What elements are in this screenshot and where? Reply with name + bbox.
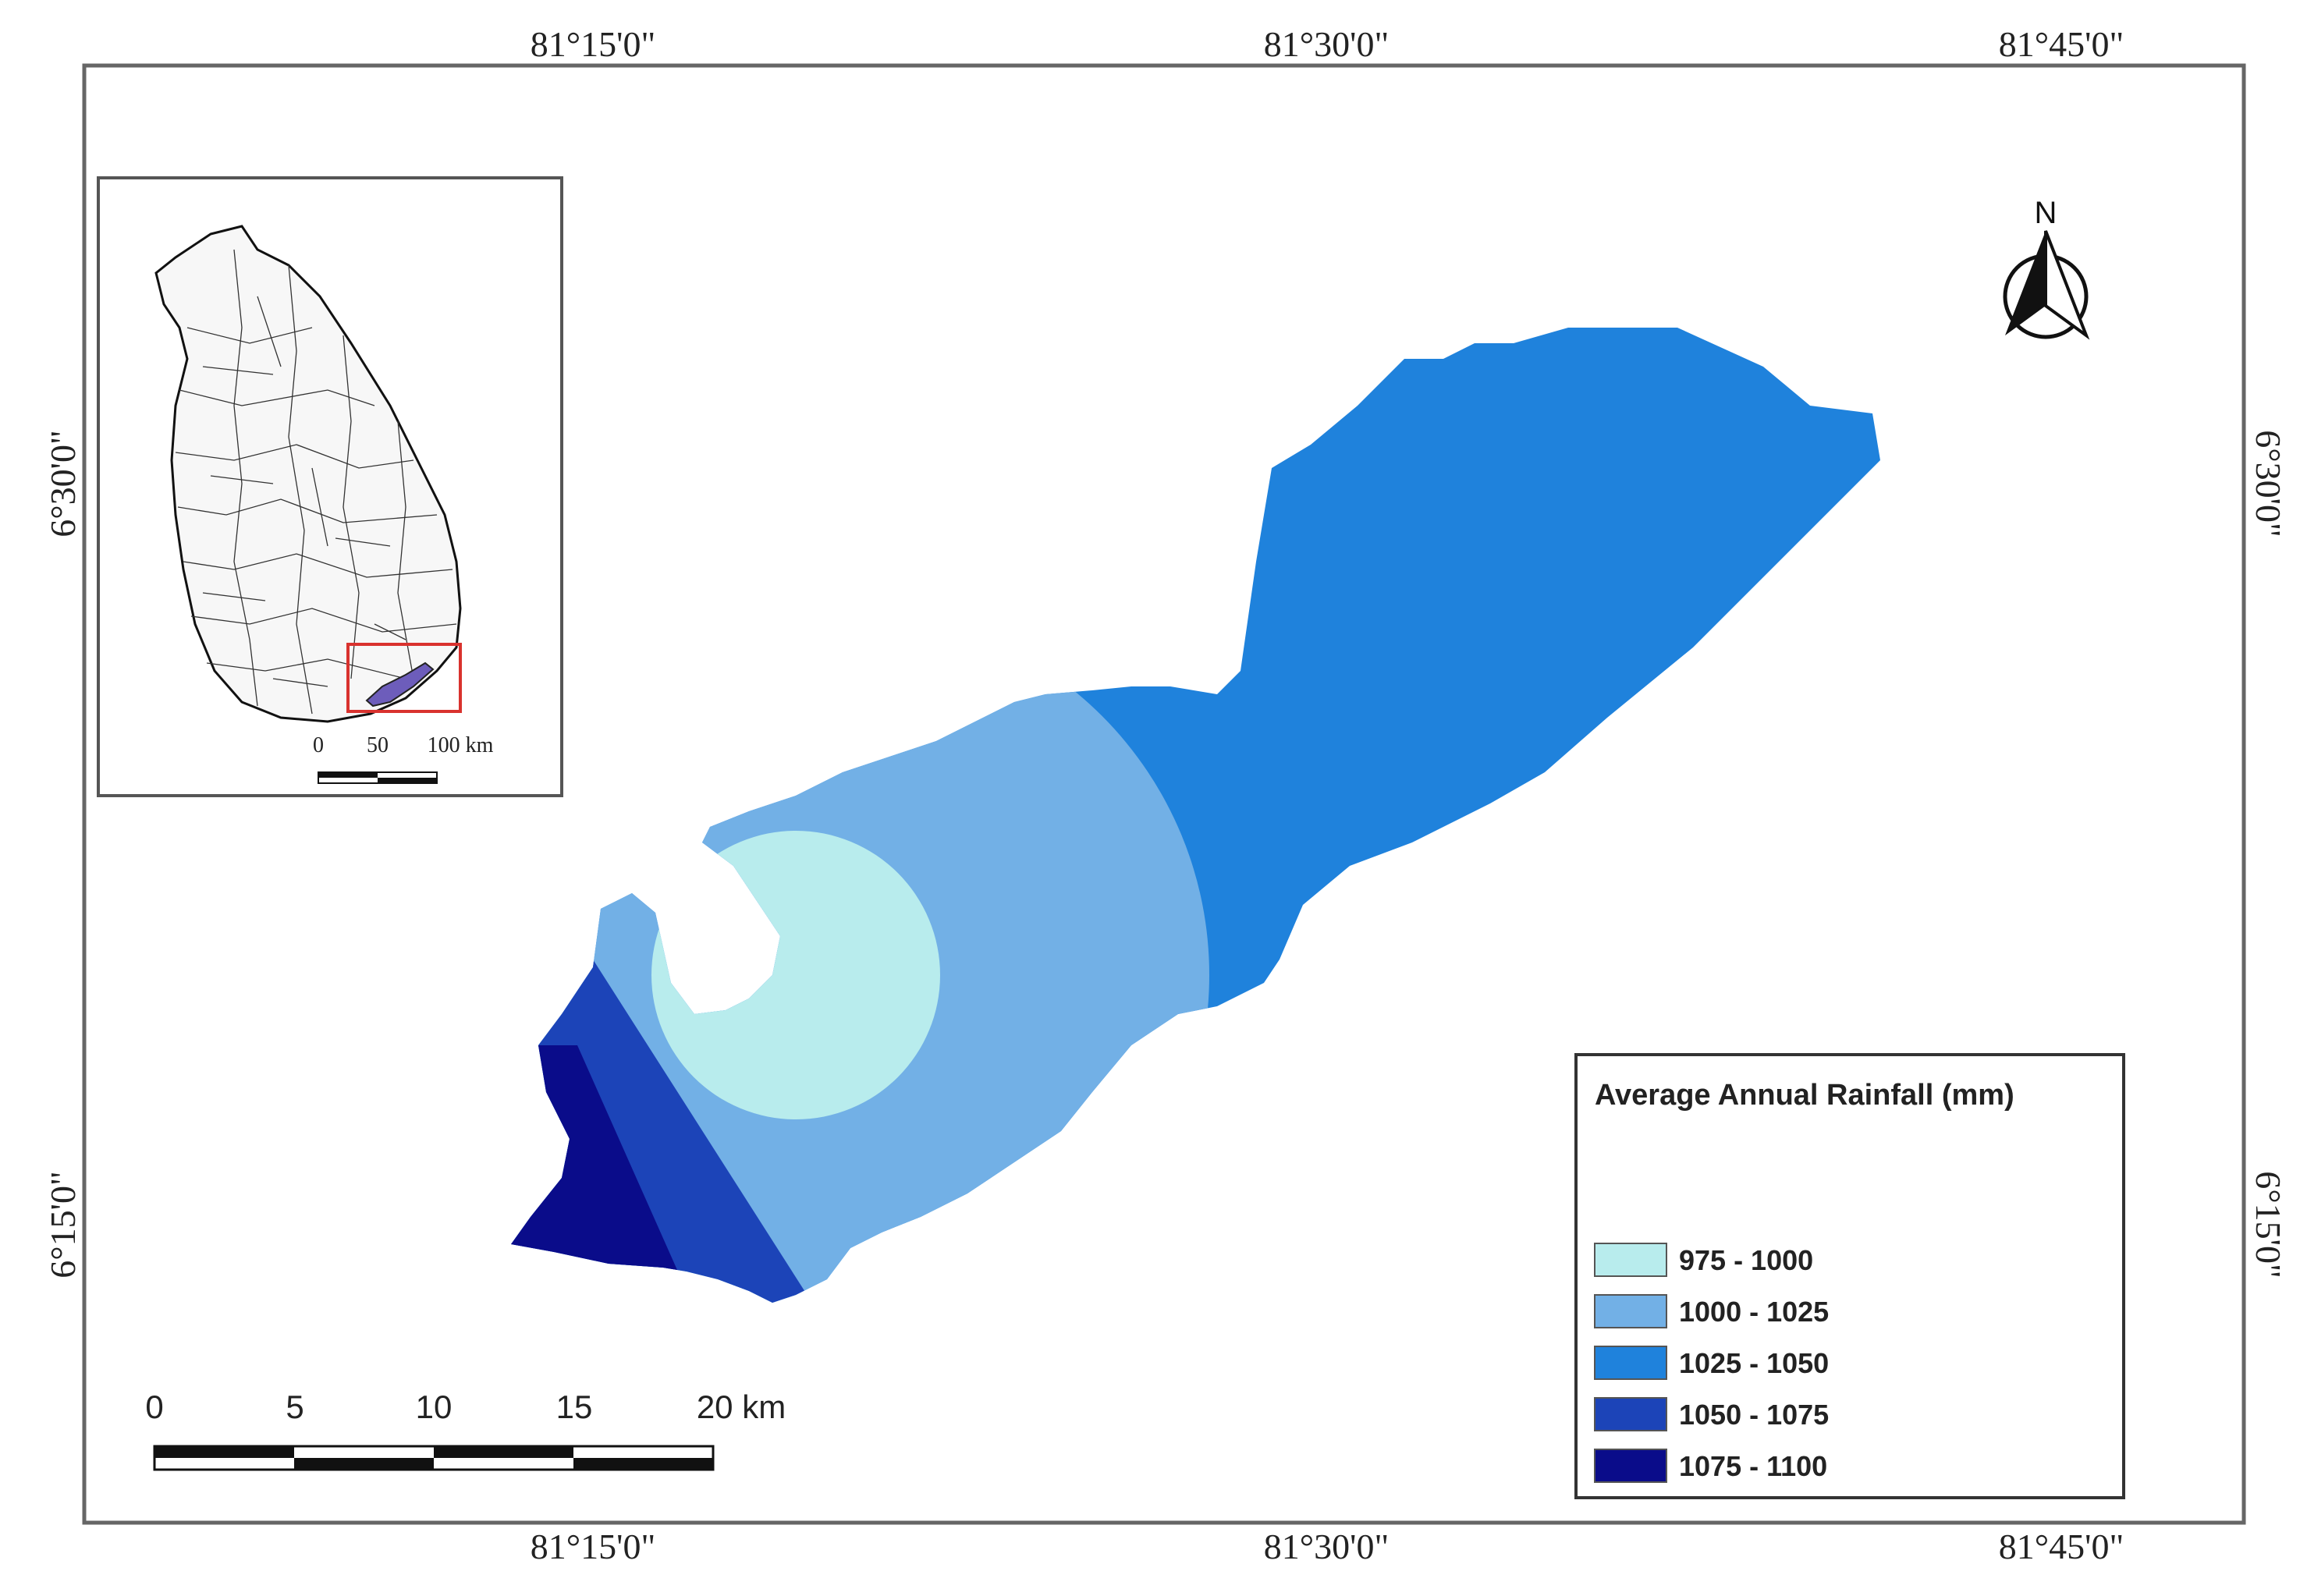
legend-title: Average Annual Rainfall (mm) — [1595, 1079, 2014, 1112]
inset-scale-label-100: 100 km — [428, 733, 494, 757]
legend-item: 1025 - 1050 — [1594, 1346, 1829, 1380]
graticule-left-2: 6°15'0" — [43, 1171, 83, 1278]
scale-seg-3 — [434, 1446, 573, 1458]
inset-scale-label-0: 0 — [313, 733, 324, 757]
legend-item: 1050 - 1075 — [1594, 1397, 1829, 1431]
graticule-bottom-2: 81°30'0" — [1264, 1527, 1389, 1566]
legend-item: 1075 - 1100 — [1594, 1449, 1827, 1483]
inset-highlight-box — [346, 643, 462, 713]
scale-label-10: 10 — [416, 1389, 453, 1425]
scale-label-0: 0 — [145, 1389, 163, 1425]
legend-label-1050-1075: 1050 - 1075 — [1679, 1399, 1829, 1431]
legend-label-1000-1025: 1000 - 1025 — [1679, 1296, 1829, 1328]
graticule-left-1: 6°30'0" — [43, 430, 83, 537]
legend-swatch-975-1000 — [1594, 1243, 1667, 1277]
north-label: N — [2035, 196, 2057, 230]
legend-item: 1000 - 1025 — [1594, 1294, 1829, 1328]
legend-item: 975 - 1000 — [1594, 1243, 1813, 1277]
legend-swatch-1000-1025 — [1594, 1294, 1667, 1328]
district-boundaries — [175, 249, 457, 715]
scale-bar: 0 5 10 15 20 km — [145, 1389, 786, 1471]
legend-swatch-1075-1100 — [1594, 1449, 1667, 1483]
north-arrow-right — [2044, 230, 2090, 340]
graticule-top-2: 81°30'0" — [1264, 24, 1389, 64]
inset-scale-bar-seg2 — [378, 778, 437, 783]
north-arrow: N — [2003, 196, 2090, 340]
legend-swatch-1050-1075 — [1594, 1397, 1667, 1431]
legend-swatch-1025-1050 — [1594, 1346, 1667, 1380]
graticule-right-2: 6°15'0" — [2249, 1171, 2288, 1278]
scale-seg-1 — [154, 1446, 294, 1458]
north-arrow-left — [2005, 231, 2046, 335]
scale-label-5: 5 — [286, 1389, 303, 1425]
graticule-bottom-1: 81°15'0" — [531, 1527, 655, 1566]
legend-label-975-1000: 975 - 1000 — [1679, 1244, 1813, 1276]
graticule-top-3: 81°45'0" — [1999, 24, 2124, 64]
scale-label-15: 15 — [556, 1389, 593, 1425]
graticule-right-1: 6°30'0" — [2249, 430, 2288, 537]
graticule-top-1: 81°15'0" — [531, 24, 655, 64]
island-outline — [154, 225, 462, 723]
scale-seg-4 — [573, 1458, 713, 1470]
inset-scale-label-50: 50 — [367, 733, 389, 757]
legend-label-1025-1050: 1025 - 1050 — [1679, 1347, 1829, 1379]
legend: Average Annual Rainfall (mm) 975 - 1000 … — [1574, 1053, 2125, 1499]
inset-basin — [365, 661, 435, 708]
scale-seg-2 — [294, 1458, 434, 1470]
inset-map: 0 50 100 km — [97, 176, 563, 797]
graticule-bottom-3: 81°45'0" — [1999, 1527, 2124, 1566]
scale-label-20: 20 km — [697, 1389, 786, 1425]
inset-scale-bar-seg1 — [318, 772, 378, 778]
legend-label-1075-1100: 1075 - 1100 — [1679, 1450, 1827, 1482]
